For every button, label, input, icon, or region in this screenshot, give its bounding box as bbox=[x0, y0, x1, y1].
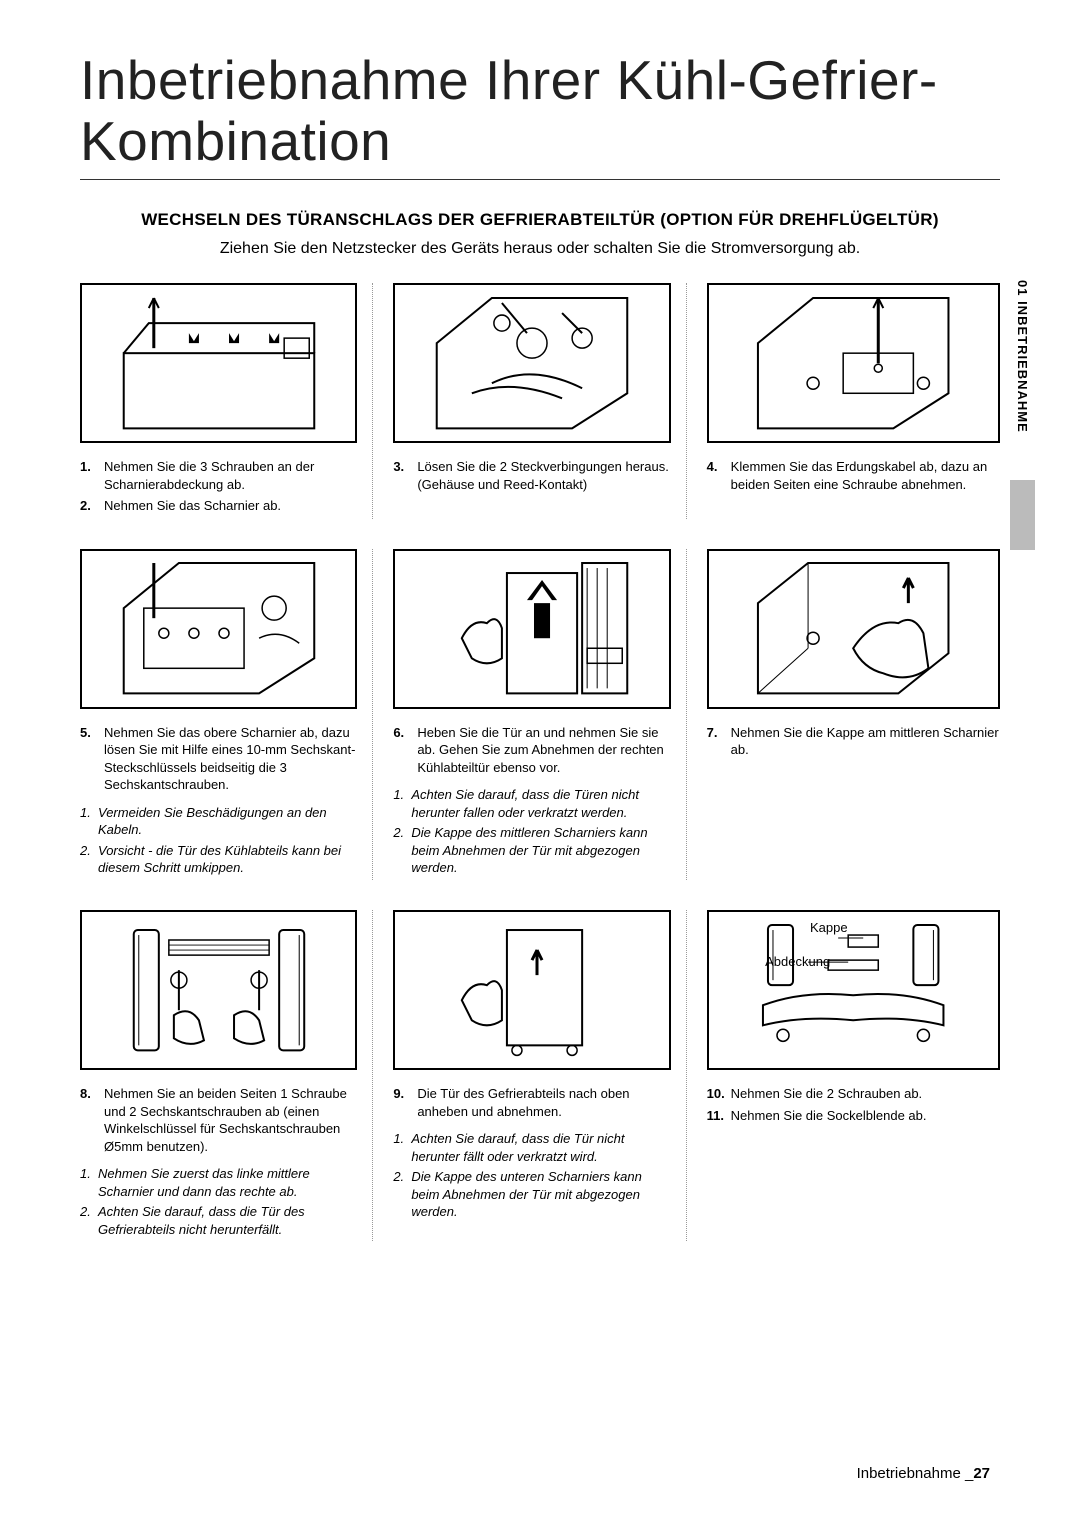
note-row: 2.Achten Sie darauf, dass die Tür des Ge… bbox=[80, 1203, 357, 1238]
note-number: 1. bbox=[80, 804, 98, 839]
note-number: 1. bbox=[80, 1165, 98, 1200]
step-number: 8. bbox=[80, 1085, 104, 1155]
cell-2: 3.Lösen Sie die 2 Steckverbingungen hera… bbox=[393, 283, 686, 519]
step-text: Nehmen Sie die 2 Schrauben ab. bbox=[731, 1085, 1000, 1103]
intro-text: Ziehen Sie den Netzstecker des Geräts he… bbox=[80, 240, 1000, 258]
cell-4: 5.Nehmen Sie das obere Scharnier ab, daz… bbox=[80, 549, 373, 880]
step-row: 7.Nehmen Sie die Kappe am mittleren Scha… bbox=[707, 724, 1000, 759]
cell-7: 8.Nehmen Sie an beiden Seiten 1 Schraube… bbox=[80, 910, 373, 1241]
step-number: 7. bbox=[707, 724, 731, 759]
section-heading: WECHSELN DES TÜRANSCHLAGS DER GEFRIERABT… bbox=[80, 210, 1000, 230]
figure-5 bbox=[393, 549, 670, 709]
note-row: 1.Nehmen Sie zuerst das linke mittlere S… bbox=[80, 1165, 357, 1200]
step-text: Nehmen Sie das Scharnier ab. bbox=[104, 497, 357, 515]
note-number: 2. bbox=[393, 1168, 411, 1221]
cell-6: 7.Nehmen Sie die Kappe am mittleren Scha… bbox=[707, 549, 1000, 880]
step-number: 9. bbox=[393, 1085, 417, 1120]
step-number: 11. bbox=[707, 1107, 731, 1125]
figure-4 bbox=[80, 549, 357, 709]
step-row: 8.Nehmen Sie an beiden Seiten 1 Schraube… bbox=[80, 1085, 357, 1155]
step-row: 9.Die Tür des Gefrierabteils nach oben a… bbox=[393, 1085, 670, 1120]
step-row: 6.Heben Sie die Tür an und nehmen Sie si… bbox=[393, 724, 670, 777]
step-text: Nehmen Sie an beiden Seiten 1 Schraube u… bbox=[104, 1085, 357, 1155]
cell-3: 4.Klemmen Sie das Erdungskabel ab, dazu … bbox=[707, 283, 1000, 519]
steps-9: 10.Nehmen Sie die 2 Schrauben ab.11.Nehm… bbox=[707, 1085, 1000, 1128]
note-row: 1.Achten Sie darauf, dass die Tür nicht … bbox=[393, 1130, 670, 1165]
step-number: 5. bbox=[80, 724, 104, 794]
step-number: 1. bbox=[80, 458, 104, 493]
note-text: Nehmen Sie zuerst das linke mittlere Sch… bbox=[98, 1165, 357, 1200]
figure-2 bbox=[393, 283, 670, 443]
step-row: 4.Klemmen Sie das Erdungskabel ab, dazu … bbox=[707, 458, 1000, 493]
steps-1: 1.Nehmen Sie die 3 Schrauben an der Scha… bbox=[80, 458, 357, 519]
step-number: 2. bbox=[80, 497, 104, 515]
cell-5: 6.Heben Sie die Tür an und nehmen Sie si… bbox=[393, 549, 686, 880]
note-text: Achten Sie darauf, dass die Tür nicht he… bbox=[411, 1130, 670, 1165]
note-text: Vermeiden Sie Beschädigungen an den Kabe… bbox=[98, 804, 357, 839]
notes-7: 1.Nehmen Sie zuerst das linke mittlere S… bbox=[80, 1165, 357, 1241]
steps-8: 9.Die Tür des Gefrierabteils nach oben a… bbox=[393, 1085, 670, 1124]
step-text: Nehmen Sie die Kappe am mittleren Scharn… bbox=[731, 724, 1000, 759]
step-text: Die Tür des Gefrierabteils nach oben anh… bbox=[417, 1085, 670, 1120]
step-number: 10. bbox=[707, 1085, 731, 1103]
steps-4: 5.Nehmen Sie das obere Scharnier ab, daz… bbox=[80, 724, 357, 798]
note-number: 2. bbox=[80, 842, 98, 877]
note-number: 2. bbox=[393, 824, 411, 877]
figure-9: Kappe Abdeckung bbox=[707, 910, 1000, 1070]
cell-8: 9.Die Tür des Gefrierabteils nach oben a… bbox=[393, 910, 686, 1241]
step-row: 5.Nehmen Sie das obere Scharnier ab, daz… bbox=[80, 724, 357, 794]
step-text: Lösen Sie die 2 Steckverbingungen heraus… bbox=[417, 458, 670, 493]
note-row: 2.Vorsicht - die Tür des Kühlabteils kan… bbox=[80, 842, 357, 877]
steps-2: 3.Lösen Sie die 2 Steckverbingungen hera… bbox=[393, 458, 670, 497]
page-footer: Inbetriebnahme _27 bbox=[857, 1465, 990, 1482]
step-number: 3. bbox=[393, 458, 417, 493]
note-number: 1. bbox=[393, 786, 411, 821]
figure-6 bbox=[707, 549, 1000, 709]
figure-8 bbox=[393, 910, 670, 1070]
notes-5: 1.Achten Sie darauf, dass die Türen nich… bbox=[393, 786, 670, 880]
step-number: 4. bbox=[707, 458, 731, 493]
note-text: Die Kappe des mittleren Scharniers kann … bbox=[411, 824, 670, 877]
note-row: 2.Die Kappe des mittleren Scharniers kan… bbox=[393, 824, 670, 877]
step-number: 6. bbox=[393, 724, 417, 777]
note-text: Achten Sie darauf, dass die Tür des Gefr… bbox=[98, 1203, 357, 1238]
step-row: 2.Nehmen Sie das Scharnier ab. bbox=[80, 497, 357, 515]
steps-6: 7.Nehmen Sie die Kappe am mittleren Scha… bbox=[707, 724, 1000, 763]
figure-3 bbox=[707, 283, 1000, 443]
step-row: 11.Nehmen Sie die Sockelblende ab. bbox=[707, 1107, 1000, 1125]
step-text: Nehmen Sie die Sockelblende ab. bbox=[731, 1107, 1000, 1125]
figure-7 bbox=[80, 910, 357, 1070]
note-row: 1.Vermeiden Sie Beschädigungen an den Ka… bbox=[80, 804, 357, 839]
cell-9: Kappe Abdeckung 10.Nehmen Sie die 2 Schr… bbox=[707, 910, 1000, 1241]
note-row: 1.Achten Sie darauf, dass die Türen nich… bbox=[393, 786, 670, 821]
notes-8: 1.Achten Sie darauf, dass die Tür nicht … bbox=[393, 1130, 670, 1224]
step-row: 10.Nehmen Sie die 2 Schrauben ab. bbox=[707, 1085, 1000, 1103]
note-row: 2.Die Kappe des unteren Scharniers kann … bbox=[393, 1168, 670, 1221]
page-title: Inbetriebnahme Ihrer Kühl-Gefrier-Kombin… bbox=[80, 50, 1000, 180]
step-row: 3.Lösen Sie die 2 Steckverbingungen hera… bbox=[393, 458, 670, 493]
steps-7: 8.Nehmen Sie an beiden Seiten 1 Schraube… bbox=[80, 1085, 357, 1159]
step-text: Nehmen Sie das obere Scharnier ab, dazu … bbox=[104, 724, 357, 794]
steps-3: 4.Klemmen Sie das Erdungskabel ab, dazu … bbox=[707, 458, 1000, 497]
step-text: Heben Sie die Tür an und nehmen Sie sie … bbox=[417, 724, 670, 777]
step-text: Klemmen Sie das Erdungskabel ab, dazu an… bbox=[731, 458, 1000, 493]
instruction-grid: 1.Nehmen Sie die 3 Schrauben an der Scha… bbox=[80, 283, 1000, 1241]
step-row: 1.Nehmen Sie die 3 Schrauben an der Scha… bbox=[80, 458, 357, 493]
footer-label: Inbetriebnahme _ bbox=[857, 1465, 974, 1482]
cell-1: 1.Nehmen Sie die 3 Schrauben an der Scha… bbox=[80, 283, 373, 519]
note-number: 2. bbox=[80, 1203, 98, 1238]
figure-1 bbox=[80, 283, 357, 443]
note-text: Achten Sie darauf, dass die Türen nicht … bbox=[411, 786, 670, 821]
note-number: 1. bbox=[393, 1130, 411, 1165]
note-text: Vorsicht - die Tür des Kühlabteils kann … bbox=[98, 842, 357, 877]
notes-4: 1.Vermeiden Sie Beschädigungen an den Ka… bbox=[80, 804, 357, 880]
footer-page-number: 27 bbox=[973, 1465, 990, 1482]
side-tab: 01 INBETRIEBNAHME bbox=[1015, 280, 1030, 433]
steps-5: 6.Heben Sie die Tür an und nehmen Sie si… bbox=[393, 724, 670, 781]
note-text: Die Kappe des unteren Scharniers kann be… bbox=[411, 1168, 670, 1221]
side-tab-marker bbox=[1010, 480, 1035, 550]
step-text: Nehmen Sie die 3 Schrauben an der Scharn… bbox=[104, 458, 357, 493]
